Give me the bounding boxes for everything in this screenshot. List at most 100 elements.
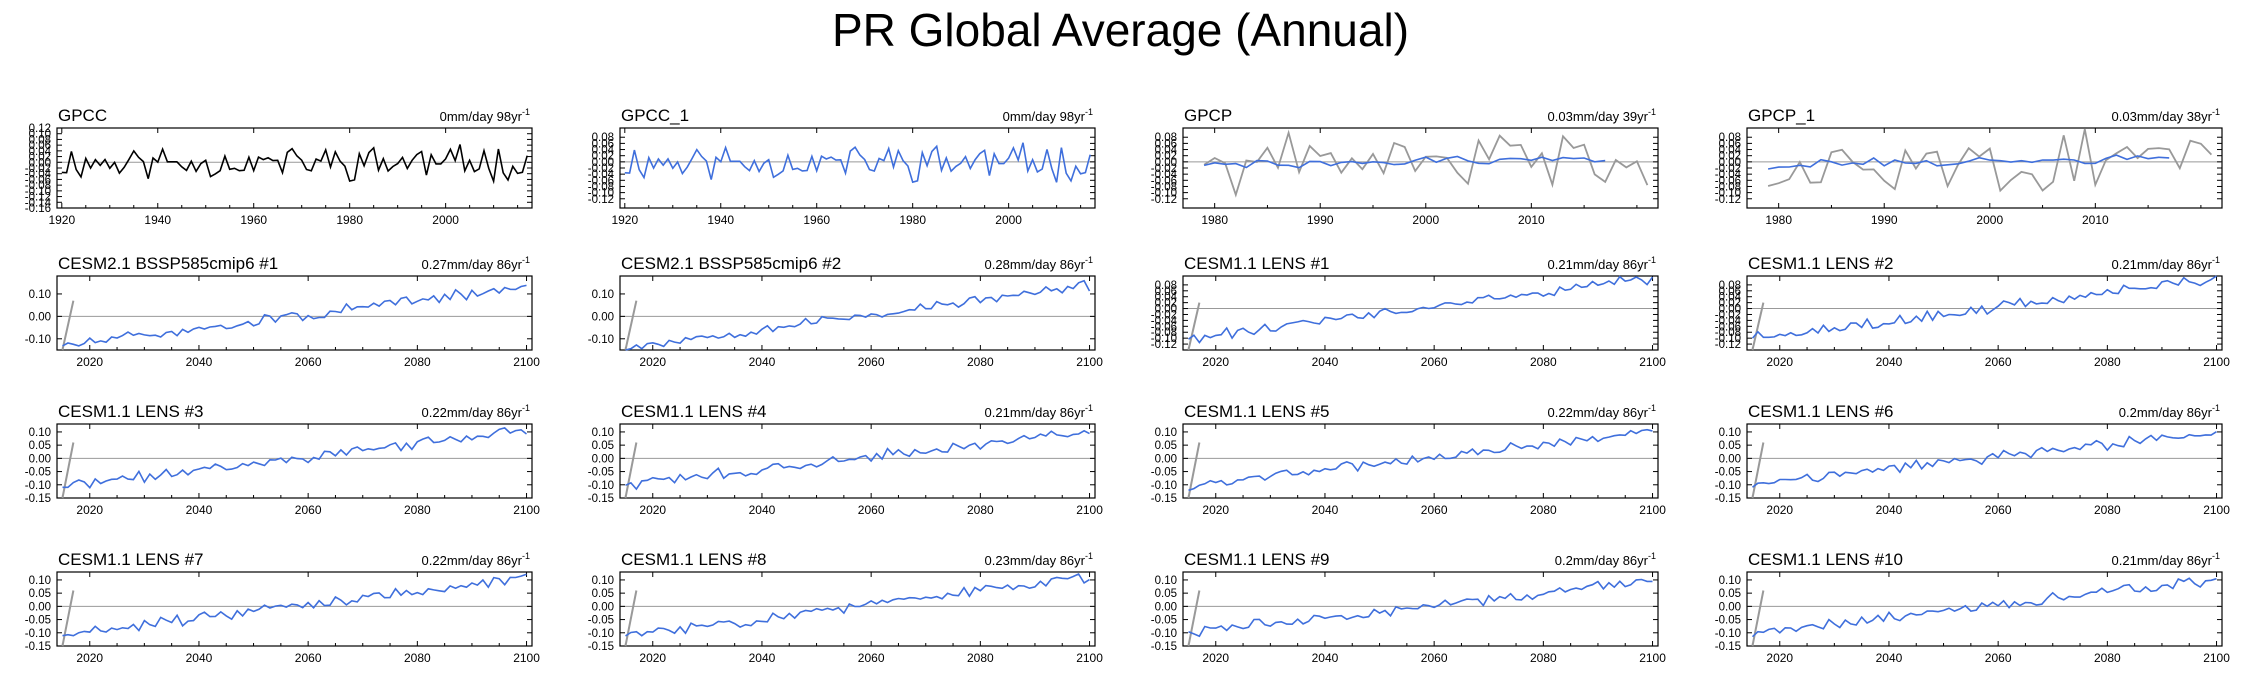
x-tick-label: 2040 [749, 503, 776, 517]
secondary-series-line [1187, 590, 1201, 647]
y-tick-label: -0.10 [1151, 188, 1177, 200]
y-tick-label: -0.12 [1151, 194, 1177, 206]
x-tick-label: 2020 [1766, 651, 1793, 665]
plot-frame [1746, 127, 2223, 209]
y-tick-label: -0.08 [25, 180, 51, 192]
chart-panel: 0.080.060.040.020.00-0.02-0.04-0.06-0.08… [1715, 254, 2230, 369]
y-tick-label: -0.06 [588, 175, 614, 187]
series-line [62, 573, 527, 637]
x-tick-label: 2040 [186, 503, 213, 517]
secondary-series-line [1751, 590, 1765, 647]
x-tick-label: 2020 [76, 355, 103, 369]
panel-title: CESM1.1 LENS #5 [1184, 402, 1330, 421]
x-tick-label: 2040 [1312, 651, 1339, 665]
y-tick-label: -0.10 [1151, 628, 1177, 640]
x-tick-label: 2060 [1421, 355, 1448, 369]
y-tick-label: -0.05 [588, 615, 614, 627]
y-tick-label: -0.12 [588, 194, 614, 206]
y-tick-label: -0.08 [1151, 181, 1177, 193]
x-tick-label: 2080 [1530, 355, 1557, 369]
trend-exponent: -1 [2212, 255, 2220, 265]
secondary-series-line [624, 442, 638, 499]
y-tick-label: 0.06 [1719, 286, 1741, 298]
chart-panel: 0.120.100.080.060.040.020.00-0.02-0.04-0… [25, 106, 533, 227]
x-tick-label: 2020 [1202, 355, 1229, 369]
y-tick-label: 0.08 [592, 132, 614, 144]
panel-title: CESM1.1 LENS #3 [58, 402, 204, 421]
trend-label: 0.2mm/day 86yr-1 [1555, 551, 1656, 568]
x-tick-label: 2080 [404, 355, 431, 369]
y-tick-label: -0.04 [1715, 315, 1742, 327]
chart-panel: 0.100.050.00 -0.05-0.10-0.15 2020 2040 2060 2… [588, 402, 1103, 517]
x-tick-label: 1980 [899, 213, 926, 227]
x-tick-label: 2060 [858, 651, 885, 665]
y-tick-label: 0.02 [1719, 151, 1741, 163]
y-tick-label: -0.05 [1715, 467, 1741, 479]
x-tick-label: 2100 [2203, 651, 2230, 665]
y-tick-label: -0.05 [25, 467, 51, 479]
y-tick-label: 0.00 [1155, 157, 1177, 169]
secondary-series-line [1187, 302, 1201, 351]
secondary-series-line [1751, 302, 1765, 351]
trend-value: 0.22mm/day 86yr [422, 553, 523, 568]
trend-label: 0.03mm/day 38yr-1 [2112, 107, 2220, 124]
trend-exponent: -1 [1648, 403, 1656, 413]
y-tick-label: -0.10 [25, 186, 51, 198]
y-tick-label: -0.14 [25, 197, 52, 209]
y-tick-label: 0.06 [1155, 286, 1177, 298]
y-tick-label: 0.08 [1719, 280, 1741, 292]
secondary-series-line [61, 300, 75, 351]
chart-panel: 0.080.060.040.020.00-0.02-0.04-0.06-0.08… [1151, 106, 1659, 227]
trend-exponent: -1 [1085, 403, 1093, 413]
x-tick-label: 2040 [186, 651, 213, 665]
panel-title: GPCC [58, 106, 107, 125]
y-tick-label: -0.05 [1151, 467, 1177, 479]
y-tick-label: -0.10 [1715, 628, 1741, 640]
y-tick-label: -0.06 [1715, 321, 1741, 333]
x-tick-label: 1920 [48, 213, 75, 227]
trend-exponent: -1 [522, 255, 530, 265]
y-tick-label: -0.15 [1151, 493, 1177, 505]
trend-value: 0.22mm/day 86yr [422, 405, 523, 420]
y-tick-label: 0.00 [1719, 453, 1741, 465]
secondary-series-line [1187, 442, 1201, 499]
y-tick-label: -0.15 [588, 641, 614, 653]
secondary-series-line [1751, 442, 1765, 499]
y-tick-label: 0.04 [1719, 292, 1742, 304]
y-tick-label: -0.04 [1715, 169, 1742, 181]
panel-title: CESM1.1 LENS #10 [1748, 550, 1903, 569]
panel-title: CESM1.1 LENS #9 [1184, 550, 1330, 569]
x-tick-label: 2040 [1312, 503, 1339, 517]
y-tick-label: -0.06 [1715, 175, 1741, 187]
y-tick-label: -0.02 [25, 163, 51, 175]
series-line [625, 429, 1090, 491]
panel-title: CESM2.1 BSSP585cmip6 #2 [621, 254, 841, 273]
x-tick-label: 2020 [639, 503, 666, 517]
y-tick-label: -0.15 [588, 493, 614, 505]
x-tick-label: 2010 [2082, 213, 2109, 227]
x-tick-label: 2060 [1985, 651, 2012, 665]
y-tick-label: -0.10 [588, 480, 614, 492]
series-line [625, 572, 1090, 637]
y-tick-label: -0.04 [25, 169, 52, 181]
trend-label: 0.22mm/day 86yr-1 [422, 403, 530, 420]
plot-frame [619, 127, 1096, 209]
trend-exponent: -1 [2212, 551, 2220, 561]
y-tick-label: -0.10 [1151, 333, 1177, 345]
plot-frame [1182, 127, 1659, 209]
y-tick-label: 0.10 [29, 427, 51, 439]
trend-value: 0.21mm/day 86yr [1548, 257, 1649, 272]
y-tick-label: 0.06 [1719, 138, 1741, 150]
chart-panel: 0.100.050.00 -0.05-0.10-0.15 2020 2040 2060 2… [1151, 402, 1666, 517]
y-tick-label: -0.04 [1151, 315, 1178, 327]
trend-value: 0.28mm/day 86yr [985, 257, 1086, 272]
chart-panel: 0.100.050.00 -0.05-0.10-0.15 2020 2040 2060 2… [25, 550, 540, 665]
x-tick-label: 2040 [1876, 651, 1903, 665]
series-line [62, 427, 527, 489]
trend-value: 0.27mm/day 86yr [422, 257, 523, 272]
y-tick-label: 0.10 [1719, 575, 1741, 587]
page-title: PR Global Average (Annual) [831, 4, 1410, 56]
panel-title: CESM1.1 LENS #8 [621, 550, 767, 569]
trend-value: 0.23mm/day 86yr [985, 553, 1086, 568]
secondary-series-line [1203, 129, 1649, 198]
